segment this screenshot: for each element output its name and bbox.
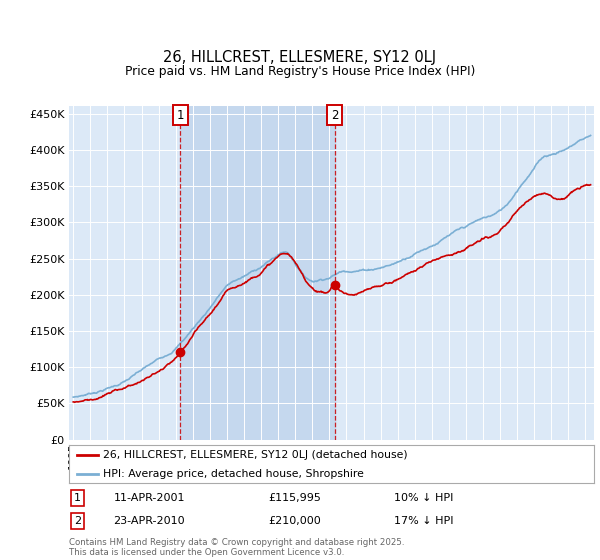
Text: Price paid vs. HM Land Registry's House Price Index (HPI): Price paid vs. HM Land Registry's House … bbox=[125, 64, 475, 78]
Text: 26, HILLCREST, ELLESMERE, SY12 0LJ (detached house): 26, HILLCREST, ELLESMERE, SY12 0LJ (deta… bbox=[103, 450, 408, 460]
Text: 1: 1 bbox=[74, 493, 81, 503]
Text: 2: 2 bbox=[331, 109, 338, 122]
Text: £115,995: £115,995 bbox=[269, 493, 322, 503]
Text: 17% ↓ HPI: 17% ↓ HPI bbox=[395, 516, 454, 526]
Bar bbox=[181, 106, 335, 440]
Text: 23-APR-2010: 23-APR-2010 bbox=[113, 516, 185, 526]
Text: HPI: Average price, detached house, Shropshire: HPI: Average price, detached house, Shro… bbox=[103, 469, 364, 479]
Text: 26, HILLCREST, ELLESMERE, SY12 0LJ: 26, HILLCREST, ELLESMERE, SY12 0LJ bbox=[163, 50, 437, 65]
Text: 2: 2 bbox=[74, 516, 82, 526]
Text: Contains HM Land Registry data © Crown copyright and database right 2025.
This d: Contains HM Land Registry data © Crown c… bbox=[69, 538, 404, 557]
Text: 10% ↓ HPI: 10% ↓ HPI bbox=[395, 493, 454, 503]
Text: 11-APR-2001: 11-APR-2001 bbox=[113, 493, 185, 503]
Text: 1: 1 bbox=[176, 109, 184, 122]
Text: £210,000: £210,000 bbox=[269, 516, 321, 526]
